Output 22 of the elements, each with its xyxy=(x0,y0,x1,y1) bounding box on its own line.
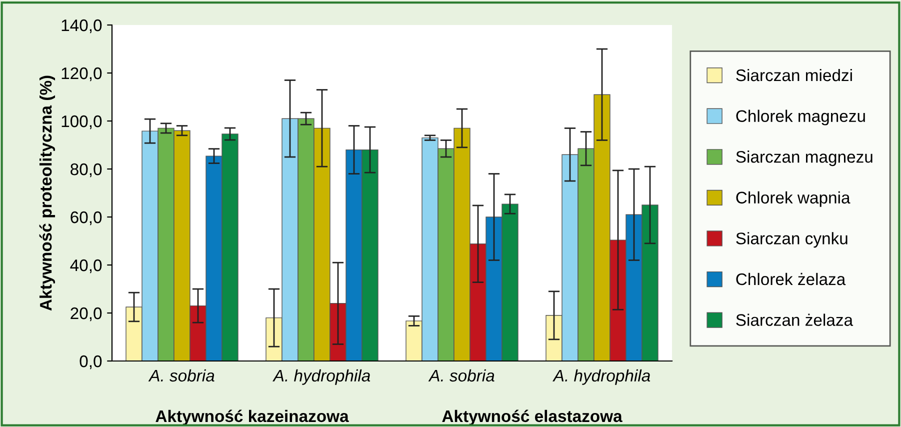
y-tick-label: 60,0 xyxy=(70,211,102,226)
x-tick-label: A. hydrophila xyxy=(552,369,650,385)
legend-label: Siarczan magnezu xyxy=(736,150,872,166)
y-axis-title: Aktywność proteolityczna (%) xyxy=(39,76,56,311)
x-tick-label: A. sobria xyxy=(428,369,494,382)
y-tick-label: 20,0 xyxy=(70,307,102,322)
y-tick-label: 140,0 xyxy=(62,19,102,34)
y-tick-label: 40,0 xyxy=(70,259,102,274)
text: Aktywność elastazowa xyxy=(442,410,622,426)
y-tick-label: 120,0 xyxy=(62,67,102,82)
y-tick-label: 100,0 xyxy=(62,115,102,130)
text: Aktywność kazeinazowa xyxy=(156,410,349,426)
legend-label: Chlorek żelaza xyxy=(736,272,846,286)
y-tick-label: 0,0 xyxy=(80,355,102,370)
y-tick-label: 80,0 xyxy=(70,163,102,178)
legend-label: Siarczan miedzi xyxy=(736,68,852,82)
x-tick-label: A. hydrophila xyxy=(272,369,370,385)
legend-label: Chlorek wapnia xyxy=(736,191,850,207)
legend-label: Siarczan żelaza xyxy=(736,314,854,326)
x-tick-label: A. sobria xyxy=(148,369,214,382)
legend-label: Siarczan cynku xyxy=(736,232,848,248)
legend-label: Chlorek magnezu xyxy=(736,110,865,126)
